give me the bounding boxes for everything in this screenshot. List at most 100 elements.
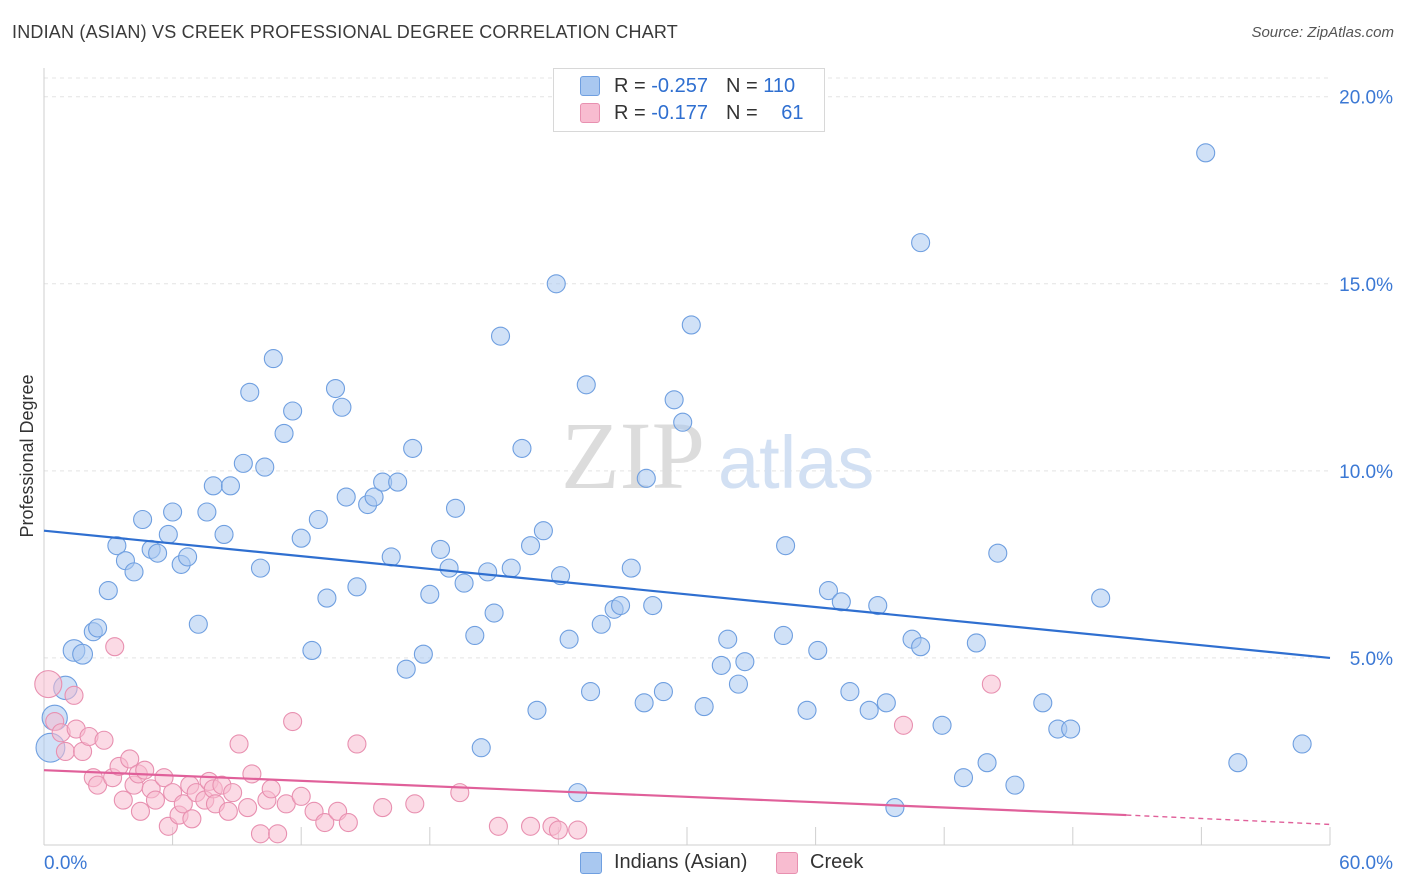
legend-r-label: R = [614, 101, 652, 124]
point-creek [488, 816, 508, 836]
source-label: Source: ZipAtlas.com [1251, 24, 1394, 41]
point-indians [643, 595, 663, 616]
legend-swatch-creek [776, 851, 798, 874]
legend-n-label: N = [725, 74, 764, 97]
point-creek [405, 794, 425, 814]
point-creek [145, 790, 166, 810]
legend-item-creek[interactable]: Creek [776, 851, 863, 874]
point-creek [373, 798, 393, 818]
point-creek [520, 816, 541, 836]
point-indians [859, 700, 879, 720]
point-creek [88, 775, 108, 795]
watermark: ZIP atlas [561, 402, 874, 509]
point-indians [953, 768, 974, 788]
point-indians [797, 700, 817, 720]
point-creek [548, 820, 568, 840]
point-indians [664, 390, 684, 410]
point-indians [308, 509, 328, 530]
point-indians [1196, 143, 1216, 163]
point-indians [163, 502, 183, 522]
trend-lines [43, 529, 1331, 826]
point-indians [72, 643, 94, 665]
point-indians [885, 798, 905, 818]
trend-line-indians [43, 529, 1331, 660]
point-indians [831, 592, 851, 612]
point-creek [283, 711, 303, 732]
tick-labels: 5.0% 10.0% 15.0% 20.0% 0.0% 60.0% [44, 88, 1393, 874]
legend-n-label: N = [725, 101, 764, 124]
point-indians [263, 349, 283, 369]
point-indians [332, 397, 352, 417]
point-indians [773, 625, 794, 646]
point-creek [291, 786, 311, 806]
series-legend: Indians (Asian) Creek [0, 851, 1406, 877]
point-indians [776, 536, 796, 556]
point-indians [520, 536, 541, 556]
point-indians [325, 378, 346, 399]
point-indians [381, 547, 401, 567]
point-indians [283, 401, 303, 421]
point-creek [238, 798, 258, 818]
point-indians [465, 625, 485, 646]
point-creek [154, 768, 174, 788]
point-creek [173, 794, 193, 814]
point-indians [148, 543, 168, 563]
point-indians [158, 524, 178, 545]
point-creek [347, 734, 367, 754]
point-indians [388, 472, 408, 492]
point-creek [276, 794, 296, 814]
point-indians [197, 502, 217, 522]
point-indians [317, 588, 337, 608]
point-creek [94, 730, 114, 750]
point-indians [220, 476, 241, 496]
y-tick-label: 5.0% [1350, 649, 1393, 670]
trend-line-creek [43, 769, 1127, 817]
point-indians [240, 382, 260, 402]
point-indians [250, 558, 271, 578]
point-indians [1005, 775, 1025, 795]
point-creek [120, 749, 140, 769]
point-indians [302, 640, 322, 660]
point-indians [512, 438, 532, 458]
x-tick-label: 0.0% [44, 853, 87, 874]
point-indians [681, 315, 701, 335]
point-indians [876, 693, 896, 713]
point-indians [188, 614, 208, 634]
point-creek [218, 801, 238, 821]
legend-row-indians: R = -0.257 N = 110 [580, 74, 795, 98]
point-indians [576, 375, 596, 395]
y-tick-label: 15.0% [1339, 275, 1393, 296]
grid-lines [44, 77, 1330, 659]
point-indians [966, 633, 986, 653]
point-indians [420, 584, 440, 604]
legend-r-value: -0.257 [651, 74, 708, 97]
point-indians [478, 562, 498, 582]
stats-legend: R = -0.257 N = 110 R = -0.177 N = 61 [553, 68, 825, 132]
point-creek [135, 760, 155, 780]
point-indians [580, 682, 601, 702]
point-indians [124, 562, 144, 582]
point-indians [527, 700, 547, 720]
legend-item-indians[interactable]: Indians (Asian) [580, 851, 747, 874]
point-indians [550, 566, 571, 586]
y-tick-label: 10.0% [1339, 462, 1393, 483]
point-indians [591, 614, 611, 634]
point-indians [430, 539, 451, 559]
point-indians [911, 233, 931, 253]
point-creek [182, 809, 202, 829]
point-indians [107, 536, 127, 556]
legend-swatch-indians [580, 76, 600, 96]
point-indians [454, 573, 474, 593]
point-indians [255, 457, 275, 477]
point-indians [88, 618, 108, 638]
point-indians [546, 274, 566, 294]
point-indians [673, 412, 693, 432]
legend-n-value: 61 [781, 101, 804, 124]
legend-r-value: -0.177 [651, 101, 708, 124]
legend-label-indians: Indians (Asian) [614, 851, 748, 873]
legend-swatch-creek [580, 103, 600, 123]
point-indians [203, 476, 223, 496]
point-indians [347, 577, 367, 597]
point-indians [490, 326, 511, 346]
point-creek [893, 715, 914, 735]
